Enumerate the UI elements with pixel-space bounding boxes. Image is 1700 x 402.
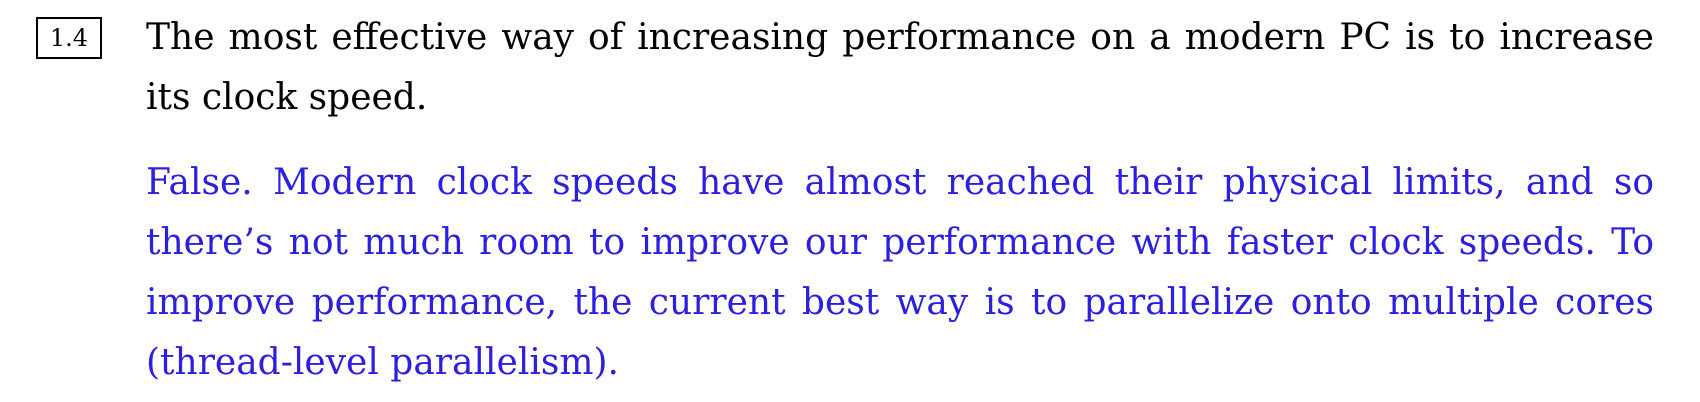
question-number-box: 1.4 bbox=[36, 17, 102, 59]
answer-text: False. Modern clock speeds have almost r… bbox=[146, 162, 1654, 383]
question-text: The most effective way of increasing per… bbox=[146, 17, 1654, 118]
